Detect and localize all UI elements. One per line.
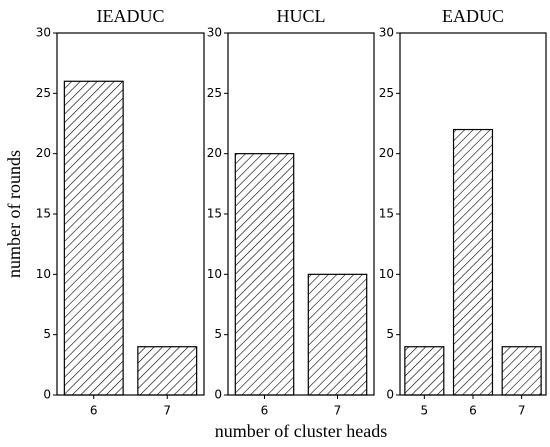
- y-axis-label: number of rounds: [4, 150, 24, 278]
- y-tick-label: 15: [36, 207, 51, 221]
- bar: [63, 80, 124, 396]
- y-tick-label: 0: [386, 388, 394, 402]
- y-tick-label: 30: [36, 26, 51, 40]
- x-tick-label: 6: [90, 404, 98, 418]
- x-axis-label: number of cluster heads: [215, 421, 387, 441]
- y-tick-label: 25: [36, 86, 51, 100]
- bar: [452, 128, 494, 396]
- x-tick-label: 5: [421, 404, 429, 418]
- x-tick-label: 7: [163, 404, 171, 418]
- bar: [501, 346, 542, 396]
- x-tick-label: 7: [334, 404, 342, 418]
- y-tick-label: 25: [207, 86, 222, 100]
- bar: [404, 346, 445, 396]
- x-tick-label: 6: [261, 404, 269, 418]
- bar: [137, 346, 198, 396]
- chart-title: HUCL: [277, 6, 326, 26]
- y-tick-label: 5: [386, 327, 394, 341]
- chart-title: IEADUC: [97, 6, 165, 26]
- chart-title: EADUC: [442, 6, 504, 26]
- y-tick-label: 10: [379, 267, 394, 281]
- bar: [307, 273, 368, 396]
- y-tick-label: 15: [207, 207, 222, 221]
- y-tick-label: 0: [43, 388, 51, 402]
- y-tick-label: 30: [379, 26, 394, 40]
- y-tick-label: 10: [36, 267, 51, 281]
- y-tick-label: 30: [207, 26, 222, 40]
- y-tick-label: 15: [379, 207, 394, 221]
- y-tick-label: 25: [379, 86, 394, 100]
- y-tick-label: 5: [214, 327, 222, 341]
- y-tick-label: 20: [379, 146, 394, 160]
- axes-frame: [399, 32, 547, 396]
- y-tick-label: 20: [207, 146, 222, 160]
- y-tick-label: 10: [207, 267, 222, 281]
- y-tick-label: 20: [36, 146, 51, 160]
- x-tick-label: 6: [469, 404, 477, 418]
- y-tick-label: 0: [214, 388, 222, 402]
- axes-frame: [227, 32, 375, 396]
- x-tick-label: 7: [518, 404, 526, 418]
- axes-frame: [56, 32, 205, 396]
- y-tick-label: 5: [43, 327, 51, 341]
- bar: [234, 153, 295, 396]
